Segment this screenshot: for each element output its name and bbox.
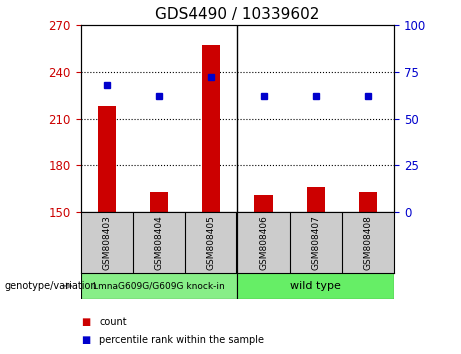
Bar	[237, 273, 394, 299]
Text: GSM808404: GSM808404	[154, 215, 164, 270]
Text: GSM808405: GSM808405	[207, 215, 216, 270]
Text: GSM808408: GSM808408	[364, 215, 372, 270]
Bar	[307, 187, 325, 212]
Text: LmnaG609G/G609G knock-in: LmnaG609G/G609G knock-in	[93, 281, 225, 290]
Text: wild type: wild type	[290, 281, 341, 291]
Bar	[150, 192, 168, 212]
Bar	[359, 192, 377, 212]
Text: ■: ■	[81, 317, 90, 327]
Text: ■: ■	[81, 335, 90, 345]
Text: genotype/variation: genotype/variation	[5, 281, 97, 291]
Text: count: count	[99, 317, 127, 327]
Text: GSM808407: GSM808407	[311, 215, 320, 270]
Text: GSM808403: GSM808403	[102, 215, 111, 270]
Bar	[254, 195, 272, 212]
Bar	[81, 273, 237, 299]
Text: GSM808406: GSM808406	[259, 215, 268, 270]
Text: percentile rank within the sample: percentile rank within the sample	[99, 335, 264, 345]
Bar	[202, 45, 220, 212]
Bar	[98, 106, 116, 212]
Title: GDS4490 / 10339602: GDS4490 / 10339602	[155, 7, 319, 22]
